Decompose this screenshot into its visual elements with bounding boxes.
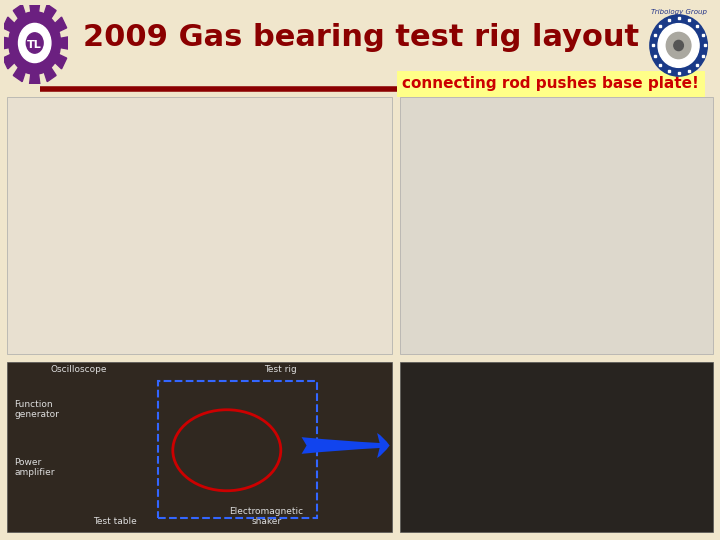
Polygon shape <box>3 17 14 31</box>
Text: Power
amplifier: Power amplifier <box>14 457 55 477</box>
Text: Test table: Test table <box>94 517 137 526</box>
Circle shape <box>19 23 51 63</box>
Polygon shape <box>13 68 25 82</box>
Polygon shape <box>30 74 40 84</box>
Text: connecting rod pushes base plate!: connecting rod pushes base plate! <box>402 76 699 91</box>
Polygon shape <box>60 37 68 49</box>
Bar <box>0 0 720 92</box>
Polygon shape <box>55 55 67 69</box>
Circle shape <box>666 32 691 59</box>
Polygon shape <box>1 37 9 49</box>
Polygon shape <box>30 2 40 12</box>
Bar <box>400 362 713 532</box>
Circle shape <box>658 24 699 68</box>
Bar <box>7 97 392 354</box>
Circle shape <box>650 15 707 76</box>
Circle shape <box>674 40 683 51</box>
Text: Tribology Group: Tribology Group <box>651 9 706 15</box>
Circle shape <box>9 12 60 75</box>
Text: 2009 Gas bearing test rig layout: 2009 Gas bearing test rig layout <box>83 23 639 52</box>
Text: TL: TL <box>27 39 42 50</box>
Polygon shape <box>44 68 56 82</box>
Text: Test rig: Test rig <box>264 364 297 374</box>
Polygon shape <box>13 4 25 18</box>
Text: Electromagnetic
shaker: Electromagnetic shaker <box>230 507 303 526</box>
Circle shape <box>27 33 43 53</box>
Text: Function
generator: Function generator <box>14 400 59 419</box>
Polygon shape <box>3 55 14 69</box>
Bar <box>7 362 392 532</box>
Bar <box>400 97 713 354</box>
Polygon shape <box>55 17 67 31</box>
Polygon shape <box>44 4 56 18</box>
Bar <box>158 381 317 518</box>
Text: Oscilloscope: Oscilloscope <box>51 364 107 374</box>
